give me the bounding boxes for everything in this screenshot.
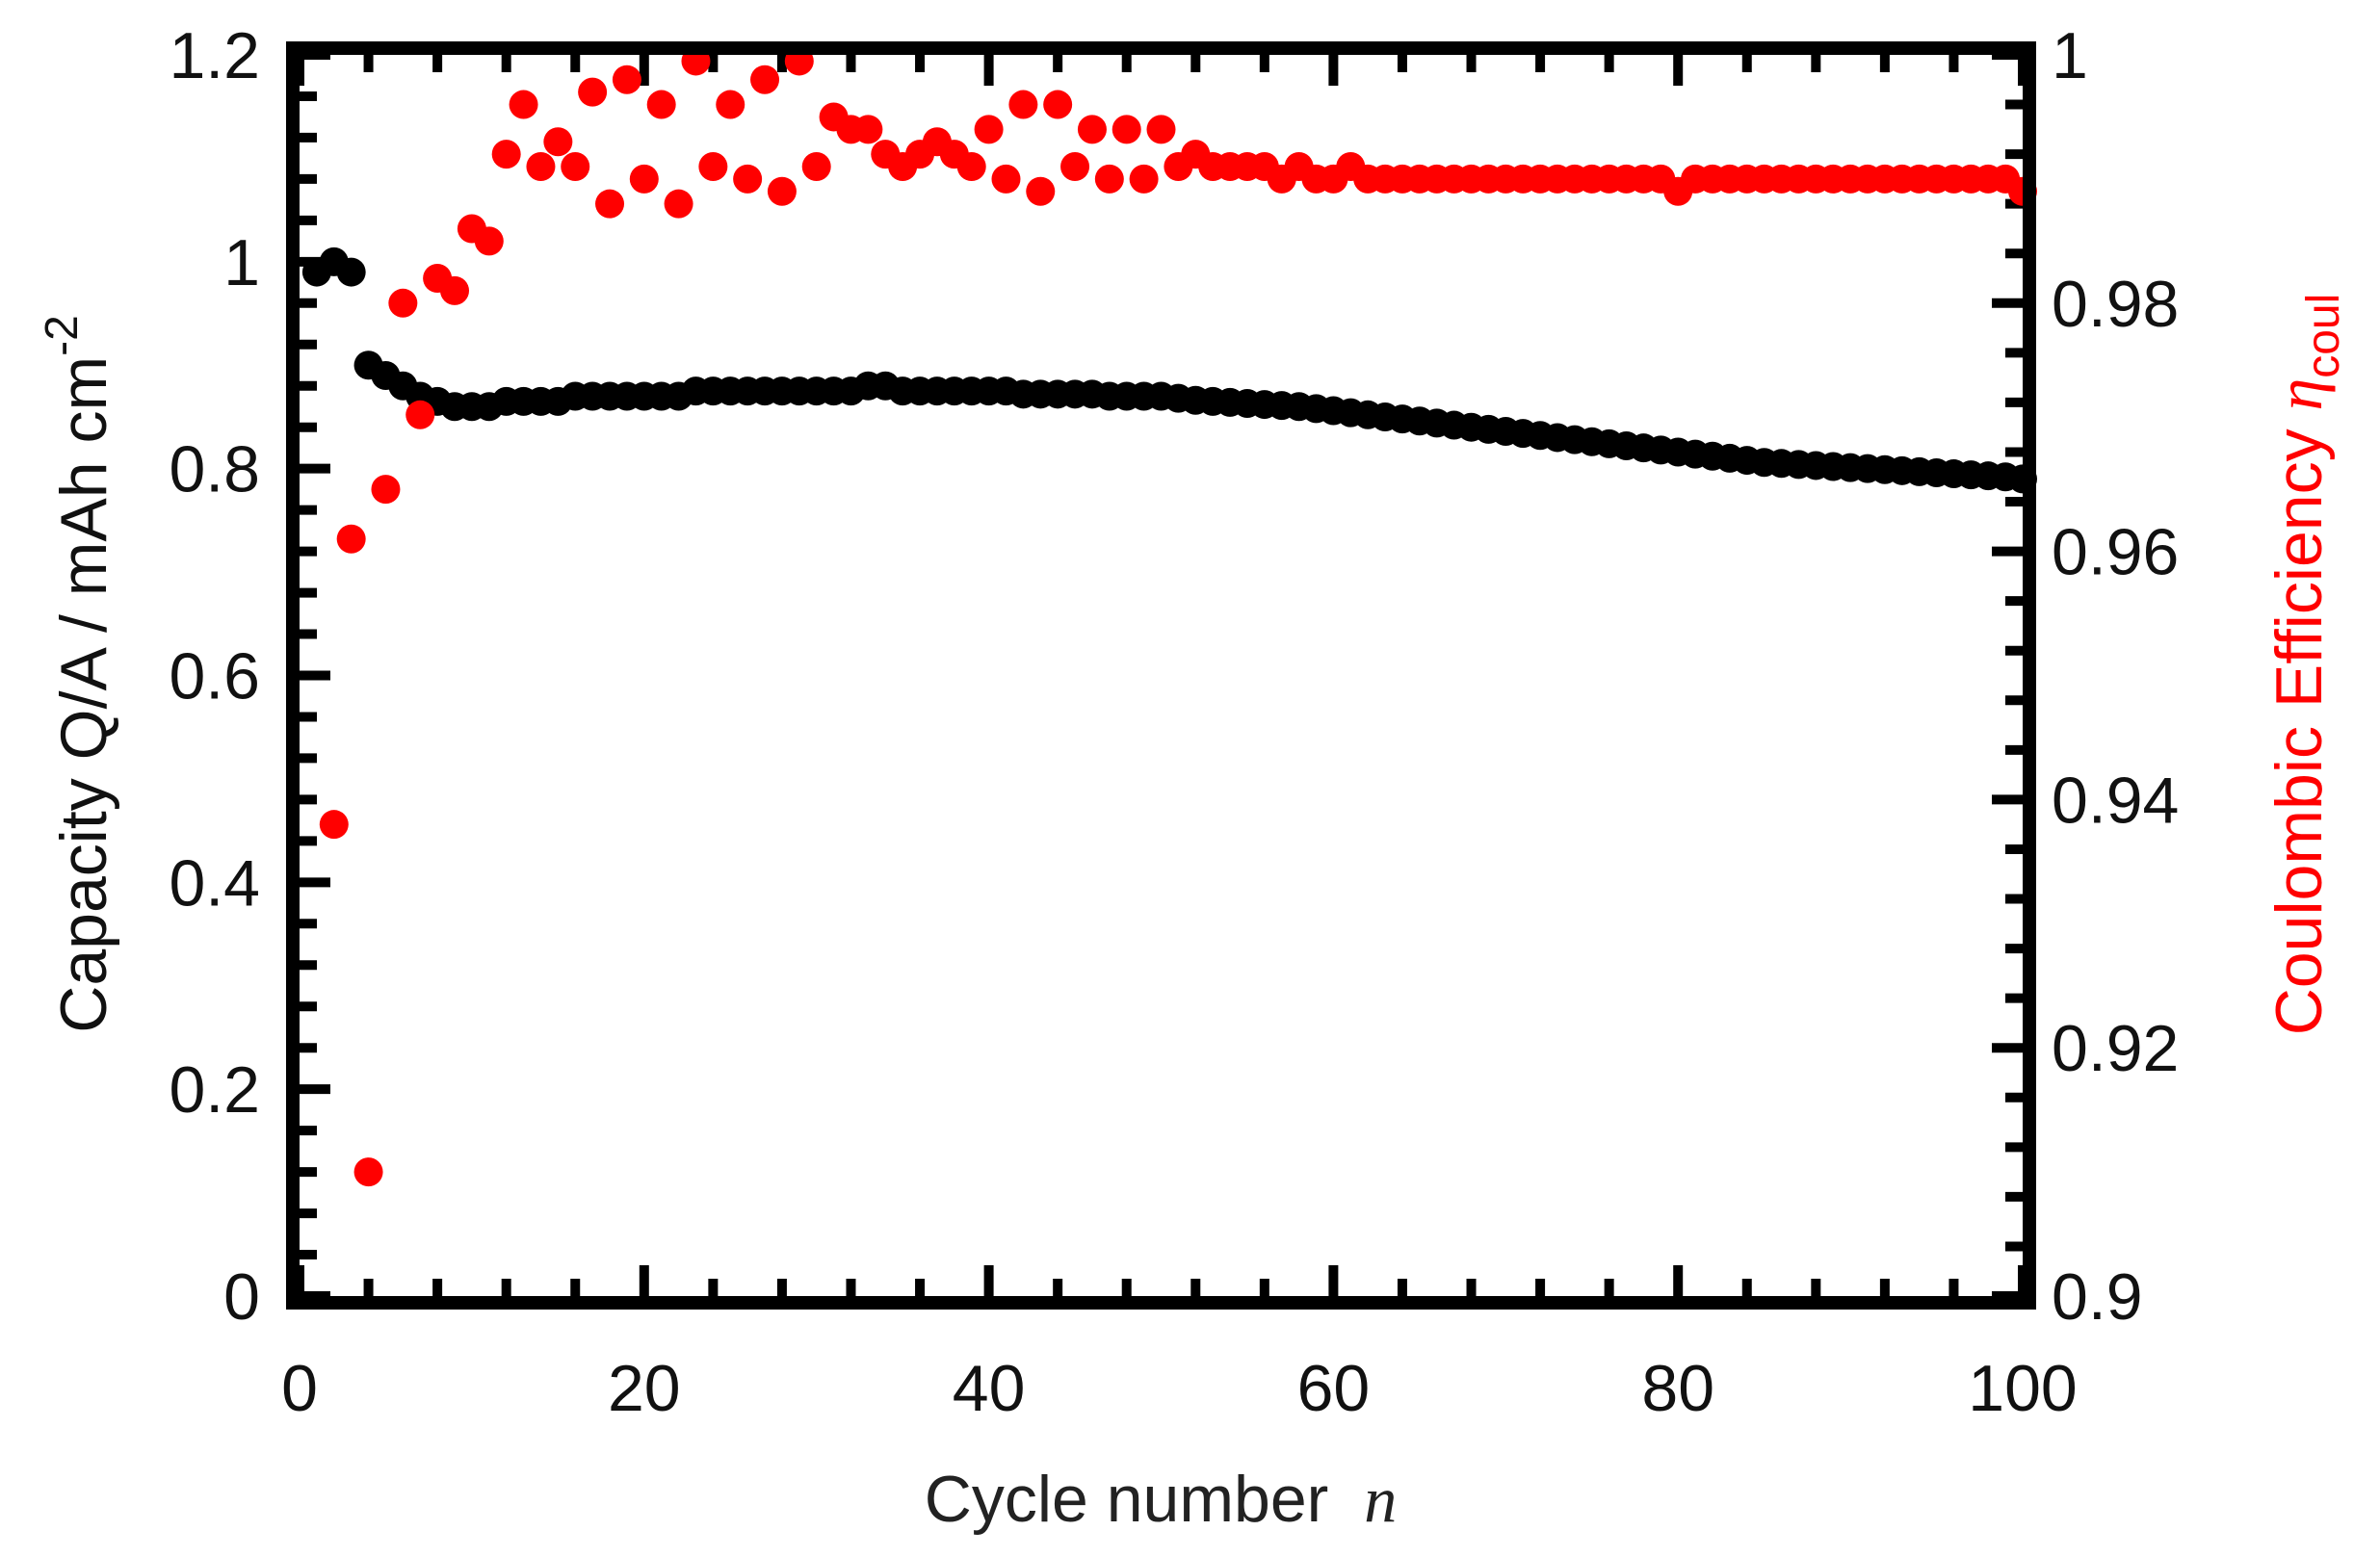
efficiency-point xyxy=(733,164,763,194)
efficiency-point xyxy=(974,115,1004,144)
efficiency-point xyxy=(561,152,590,182)
efficiency-point xyxy=(388,288,418,318)
efficiency-point xyxy=(578,77,608,107)
y-axis-title-text: Capacity Q/A / mAh cm xyxy=(47,356,120,1033)
y-axis-title: Capacity Q/A / mAh cm-2 xyxy=(37,315,120,1033)
y2-tick-label: 1 xyxy=(2052,19,2088,92)
x-tick-label: 100 xyxy=(1968,1352,2077,1425)
y-tick-label: 0 xyxy=(223,1260,260,1334)
efficiency-point xyxy=(853,115,883,144)
y2-tick-label: 0.92 xyxy=(2052,1012,2179,1085)
efficiency-point xyxy=(509,90,538,119)
efficiency-point xyxy=(1146,115,1176,144)
efficiency-series xyxy=(319,46,2037,1187)
y-tick-label: 0.2 xyxy=(169,1053,260,1127)
y-tick-label: 0.6 xyxy=(169,640,260,714)
x-axis-title-text: Cycle number xyxy=(925,1463,1329,1536)
efficiency-point xyxy=(1026,176,1056,206)
efficiency-point xyxy=(698,152,728,182)
x-tick-label: 0 xyxy=(281,1352,318,1425)
y2-axis-title-variable: η xyxy=(2262,378,2336,411)
efficiency-point xyxy=(1008,90,1038,119)
efficiency-point xyxy=(629,164,659,194)
efficiency-point xyxy=(491,140,521,169)
y-tick-label: 1 xyxy=(223,226,260,299)
plot-frame xyxy=(286,41,2036,1310)
y-tick-label: 1.2 xyxy=(169,19,260,92)
efficiency-point xyxy=(1077,115,1107,144)
x-axis-title-variable: n xyxy=(1364,1463,1397,1536)
y-axis-title-superscript: -2 xyxy=(37,315,88,356)
y2-axis-title-subscript: coul xyxy=(2298,294,2349,378)
x-tick-label: 60 xyxy=(1297,1352,1371,1425)
y-tick-label: 0.8 xyxy=(169,433,260,506)
tick-labels: 0 20 40 60 80 100 0 0.2 0.4 0.6 0.8 1 1.2 0.9 0.92 0.94… xyxy=(169,19,2179,1425)
efficiency-point xyxy=(405,400,435,429)
x-tick-label: 40 xyxy=(953,1352,1026,1425)
y2-axis-title-text: Coulombic Efficiency xyxy=(2262,411,2336,1036)
efficiency-point xyxy=(767,176,797,206)
efficiency-point xyxy=(991,164,1021,194)
capacity-point xyxy=(336,257,366,287)
efficiency-point xyxy=(595,189,625,219)
efficiency-point xyxy=(801,152,831,182)
y2-tick-label: 0.98 xyxy=(2052,268,2179,341)
efficiency-point xyxy=(371,475,401,505)
efficiency-point xyxy=(1060,152,1090,182)
tick-marks xyxy=(295,50,2027,1301)
x-axis-title: Cycle number n xyxy=(925,1463,1397,1536)
x-tick-label: 20 xyxy=(608,1352,681,1425)
y2-tick-label: 0.9 xyxy=(2052,1260,2143,1334)
efficiency-point xyxy=(716,90,745,119)
efficiency-point xyxy=(526,152,556,182)
efficiency-point xyxy=(336,524,366,554)
efficiency-point xyxy=(664,189,693,219)
efficiency-point xyxy=(1043,90,1073,119)
efficiency-point xyxy=(646,90,676,119)
efficiency-point xyxy=(1112,115,1141,144)
y2-tick-label: 0.96 xyxy=(2052,516,2179,589)
efficiency-point xyxy=(1094,164,1124,194)
efficiency-point xyxy=(319,810,349,840)
efficiency-point xyxy=(353,1157,383,1187)
efficiency-point xyxy=(440,275,470,305)
y-tick-label: 0.4 xyxy=(169,846,260,920)
x-tick-label: 80 xyxy=(1641,1352,1714,1425)
efficiency-point xyxy=(612,65,641,94)
efficiency-point xyxy=(750,65,780,94)
efficiency-point xyxy=(1129,164,1159,194)
capacity-series xyxy=(301,247,2037,494)
efficiency-point xyxy=(543,127,573,157)
y2-tick-label: 0.94 xyxy=(2052,764,2179,837)
efficiency-point xyxy=(474,226,504,256)
efficiency-point xyxy=(956,152,986,182)
y2-axis-title: Coulombic Efficiency ηcoul xyxy=(2262,294,2349,1036)
data-series xyxy=(301,46,2037,1187)
